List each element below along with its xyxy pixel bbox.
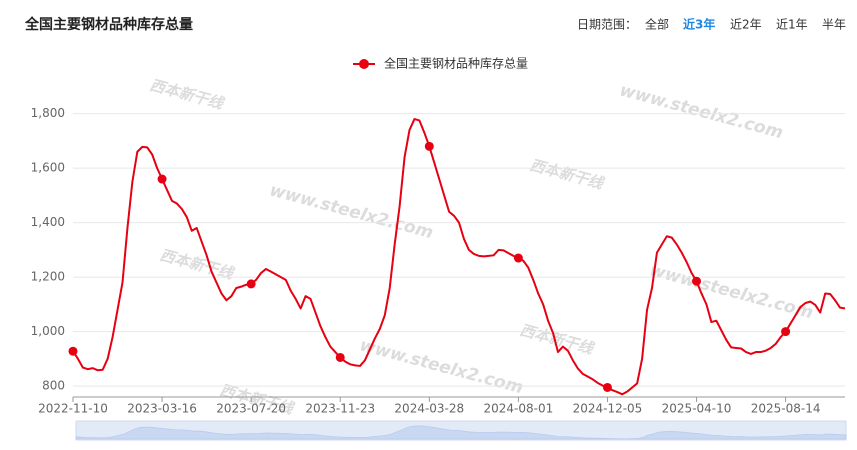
watermark: www.steelx2.com [357,335,525,398]
x-tick-label: 2024-08-01 [484,402,554,416]
x-tick-label: 2024-12-05 [573,402,643,416]
range-label: 日期范围： [577,18,637,32]
y-tick-label: 1,400 [31,215,65,229]
range-option[interactable]: 半年 [822,18,846,32]
x-tick-label: 2022-11-10 [38,402,108,416]
data-point [602,382,612,392]
y-tick-label: 800 [42,379,65,393]
watermark: www.steelx2.com [647,260,815,323]
data-point [68,346,78,356]
chart-title: 全国主要钢材品种库存总量 [24,16,193,33]
x-tick-label: 2023-03-16 [127,402,197,416]
data-point [781,327,791,337]
range-option[interactable]: 近3年 [683,17,715,32]
range-option[interactable]: 全部 [645,17,669,32]
x-tick-label: 2023-11-23 [305,402,375,416]
watermark: www.steelx2.com [617,80,785,143]
data-point [692,276,702,286]
legend-label[interactable]: 全国主要钢材品种库存总量 [384,56,528,71]
watermark: 西本新干线 [528,156,607,193]
watermark: www.steelx2.com [267,180,435,243]
legend-marker[interactable] [359,59,369,69]
y-tick-label: 1,600 [31,161,65,175]
range-option[interactable]: 近2年 [730,18,762,32]
data-point [424,141,434,151]
data-point [246,279,256,289]
x-tick-label: 2025-04-10 [662,402,732,416]
data-point [335,352,345,362]
x-tick-label: 2024-03-28 [394,402,464,416]
watermarks: 西本新干线西本新干线西本新干线西本新干线西本新干线www.steelx2.com… [148,76,815,418]
x-tick-label: 2023-07-20 [216,402,286,416]
y-tick-label: 1,200 [31,270,65,284]
range-option[interactable]: 近1年 [776,18,808,32]
data-point [157,174,167,184]
x-tick-label: 2025-08-14 [751,402,821,416]
plot: 800 1,000 1,200 1,400 1,600 1,800 2022-11-10 20… [31,106,846,416]
data-point [513,253,523,263]
watermark: 西本新干线 [148,76,227,113]
series-line [72,118,846,396]
y-tick-label: 1,800 [31,106,65,120]
y-tick-label: 1,000 [31,324,65,338]
zoom-overview [75,425,847,440]
